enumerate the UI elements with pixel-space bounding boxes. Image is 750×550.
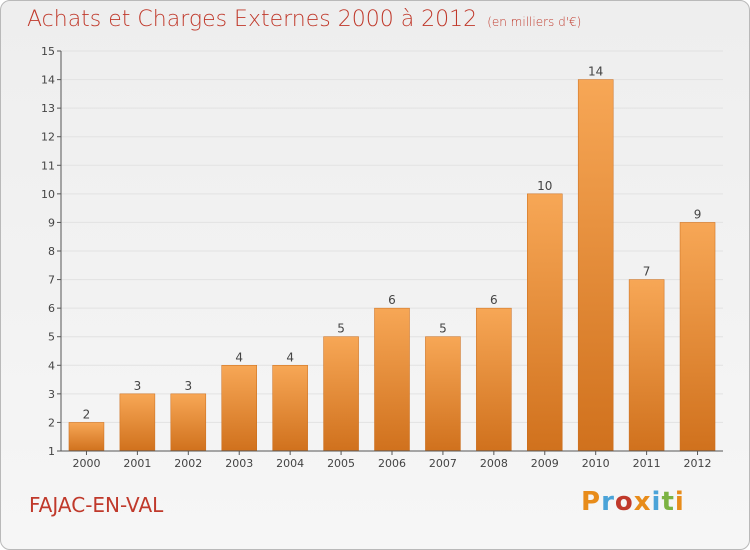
x-tick-label: 2001: [123, 457, 151, 470]
bar-2011: [628, 279, 665, 452]
data-label: 5: [439, 322, 447, 336]
brand-letter: o: [614, 487, 634, 517]
bar-2009: [527, 193, 563, 452]
bar-2002: [170, 393, 207, 452]
x-tick-label: 2004: [276, 457, 304, 470]
data-label: 4: [286, 350, 294, 364]
chart-unit: (en milliers d'€): [487, 15, 582, 29]
x-tick-label: 2012: [684, 457, 712, 470]
y-tick-label: 3: [48, 388, 55, 401]
brand-letter: x: [633, 487, 652, 517]
data-label: 4: [235, 350, 243, 364]
data-label: 9: [694, 207, 702, 221]
y-tick-label: 10: [41, 188, 55, 201]
y-tick-label: 5: [48, 331, 55, 344]
bar-2003: [221, 365, 257, 452]
data-label: 3: [134, 379, 142, 393]
x-tick-label: 2002: [174, 457, 202, 470]
y-tick-label: 7: [48, 274, 55, 287]
bar-2007: [425, 336, 461, 452]
y-tick-label: 4: [48, 359, 55, 372]
y-tick-label: 8: [48, 245, 55, 258]
data-labels: 2 3 3 4 4 5 6 5 6 10 14 7 9: [83, 65, 702, 422]
y-tick-label: 11: [41, 159, 55, 172]
brand-letter: r: [601, 487, 615, 517]
bar-2001: [119, 393, 156, 452]
x-tick-label: 2010: [582, 457, 610, 470]
x-tick-label: 2006: [378, 457, 406, 470]
brand-letter: i: [674, 487, 685, 517]
chart-title-text: Achats et Charges Externes 2000 à 2012: [27, 7, 478, 32]
data-label: 6: [490, 293, 498, 307]
brand-letter: t: [661, 487, 675, 517]
y-tick-label: 9: [48, 216, 55, 229]
bar-2012: [679, 222, 716, 452]
bar-2010: [577, 79, 614, 452]
brand-letter: i: [651, 487, 662, 517]
y-tick-label: 6: [48, 302, 55, 315]
y-tick-label: 15: [41, 45, 55, 58]
y-tick-label: 12: [41, 131, 55, 144]
bar-2008: [476, 307, 512, 452]
y-tick-label: 14: [41, 74, 55, 87]
x-tick-label: 2011: [633, 457, 661, 470]
y-tick-label: 2: [48, 416, 55, 429]
place-name: FAJAC-EN-VAL: [29, 493, 164, 517]
x-tick-label: 2000: [72, 457, 100, 470]
x-tick-label: 2007: [429, 457, 457, 470]
data-label: 6: [388, 293, 396, 307]
bar-2000: [68, 422, 105, 452]
x-tick-label: 2003: [225, 457, 253, 470]
brand-logo: Proxiti: [581, 487, 685, 517]
brand-letter: P: [581, 487, 602, 517]
data-label: 3: [184, 379, 192, 393]
bar-2004: [272, 365, 308, 452]
x-tick-label: 2005: [327, 457, 355, 470]
bar-2006: [374, 307, 410, 452]
y-tick-label: 13: [41, 102, 55, 115]
data-label: 10: [537, 179, 552, 193]
data-label: 5: [337, 322, 345, 336]
bar-2005: [323, 336, 359, 452]
data-label: 2: [83, 407, 91, 421]
x-tick-label: 2008: [480, 457, 508, 470]
data-label: 7: [643, 265, 651, 279]
y-tick-label: 1: [48, 445, 55, 458]
data-label: 14: [588, 65, 603, 79]
x-tick-label: 2009: [531, 457, 559, 470]
bars: [68, 79, 716, 452]
chart-title: Achats et Charges Externes 2000 à 2012 (e…: [27, 7, 581, 32]
